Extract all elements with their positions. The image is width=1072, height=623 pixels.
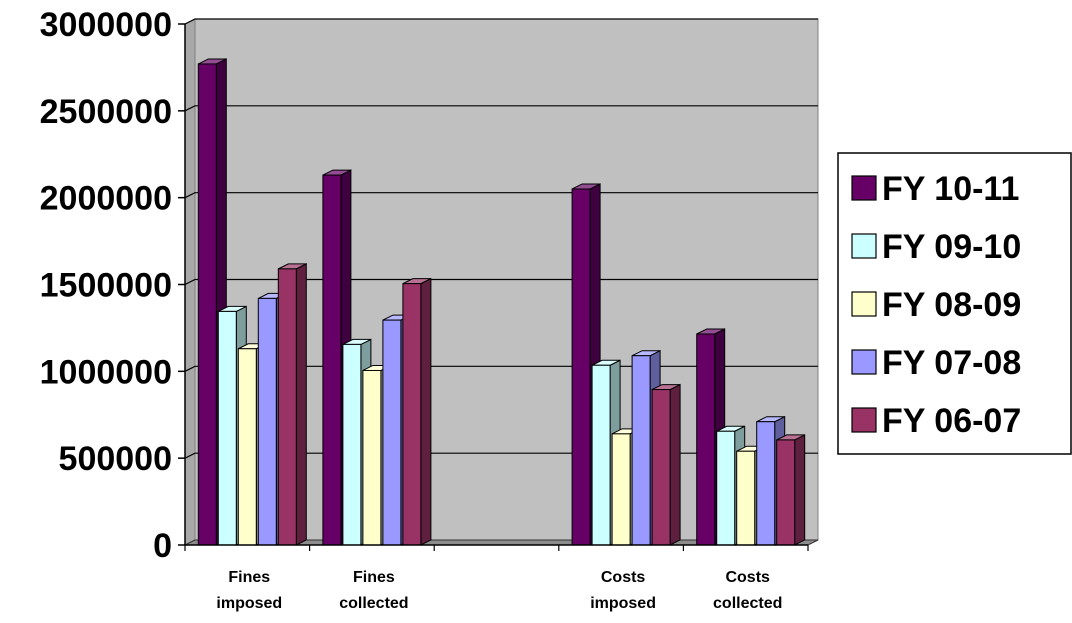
legend-box bbox=[837, 152, 1072, 455]
legend-label: FY 07-08 bbox=[882, 344, 1021, 382]
legend-swatch bbox=[851, 407, 877, 433]
legend-label: FY 09-10 bbox=[882, 228, 1021, 266]
bar-front bbox=[322, 174, 342, 546]
bar-front bbox=[382, 319, 402, 546]
bar bbox=[402, 277, 432, 546]
bar-front bbox=[342, 343, 362, 546]
x-tick-label: Fines collected bbox=[339, 569, 408, 612]
bar-front bbox=[631, 355, 651, 546]
gridline bbox=[184, 105, 818, 112]
bar-front bbox=[591, 364, 611, 546]
legend-item: FY 09-10 bbox=[851, 228, 1021, 266]
legend-swatch bbox=[851, 175, 877, 201]
y-tick-label: 3000000 bbox=[40, 6, 172, 44]
legend-item: FY 08-09 bbox=[851, 286, 1021, 324]
bar-front bbox=[651, 389, 671, 546]
bars bbox=[197, 58, 806, 546]
legend-item: FY 07-08 bbox=[851, 344, 1021, 382]
bar-side bbox=[420, 277, 432, 546]
y-tick-label: 2000000 bbox=[40, 180, 172, 218]
bar-front bbox=[571, 188, 591, 546]
legend-swatch bbox=[851, 233, 877, 259]
bar-front bbox=[237, 348, 257, 546]
bar-side bbox=[669, 383, 681, 546]
legend-label: FY 06-07 bbox=[882, 402, 1021, 440]
x-tick-label: Fines imposed bbox=[216, 569, 282, 612]
bar-front bbox=[402, 283, 422, 546]
x-tick-label: Costs imposed bbox=[590, 569, 656, 612]
legend-item: FY 06-07 bbox=[851, 402, 1021, 440]
legend-item: FY 10-11 bbox=[851, 170, 1019, 208]
y-tick-label: 500000 bbox=[59, 440, 172, 478]
bar-front bbox=[277, 268, 297, 546]
bar-front bbox=[362, 369, 382, 546]
y-tick-label: 1500000 bbox=[40, 267, 172, 305]
bar bbox=[776, 434, 806, 546]
bar-side bbox=[794, 434, 806, 546]
bar-side bbox=[295, 263, 307, 546]
x-tick-label: Costs collected bbox=[713, 569, 782, 612]
y-tick-label: 0 bbox=[153, 527, 172, 565]
y-tick-label: 1000000 bbox=[40, 353, 172, 391]
legend-label: FY 08-09 bbox=[882, 286, 1021, 324]
bar-front bbox=[696, 333, 716, 546]
bar-front bbox=[197, 63, 217, 546]
bar bbox=[651, 383, 681, 546]
gridline bbox=[184, 278, 818, 286]
axes: 0 500000 1000000 1500000 2000000 2500000 30000… bbox=[40, 6, 809, 612]
legend-swatch bbox=[851, 349, 877, 375]
legend-swatch bbox=[851, 291, 877, 317]
bar-front bbox=[736, 450, 756, 546]
bar-front bbox=[257, 297, 277, 546]
gridline bbox=[184, 18, 818, 25]
bar-front bbox=[756, 421, 776, 546]
y-tick-label: 2500000 bbox=[40, 93, 172, 131]
gridline bbox=[184, 192, 818, 199]
bar-front bbox=[217, 310, 237, 546]
legend-label: FY 10-11 bbox=[882, 170, 1019, 208]
bar-front bbox=[611, 433, 631, 546]
legend: FY 10-11 FY 09-10 FY 08-09 FY 07-08 FY 06-07 bbox=[837, 152, 1072, 455]
bar-front bbox=[716, 430, 736, 546]
bar-front bbox=[776, 439, 796, 546]
bar bbox=[277, 263, 307, 546]
